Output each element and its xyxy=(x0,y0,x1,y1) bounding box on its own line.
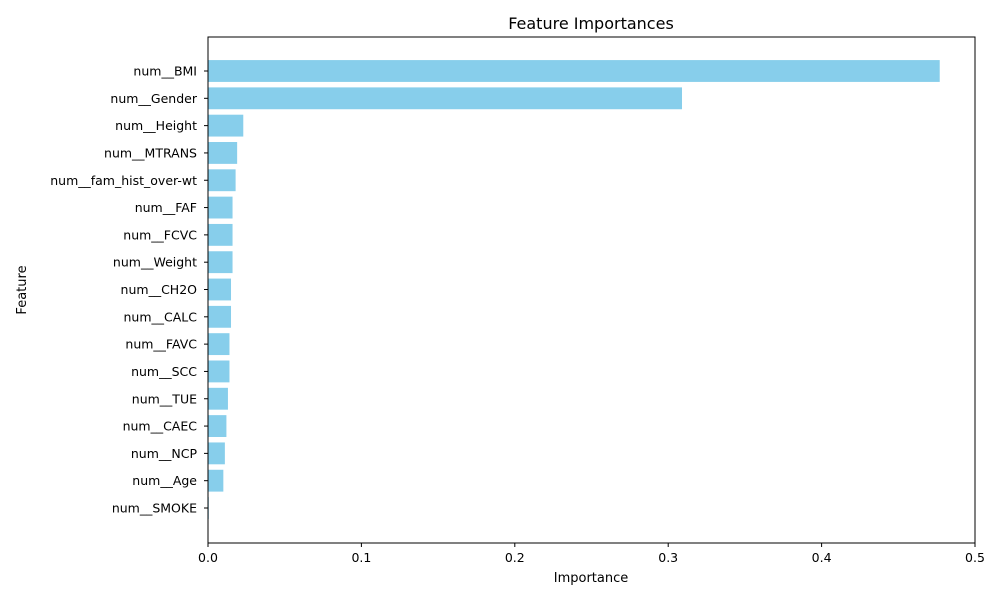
y-axis-label: Feature xyxy=(15,265,30,314)
x-tick-label: 0.5 xyxy=(965,550,985,565)
bar-num__fam_hist_over-wt xyxy=(208,169,236,192)
bar-num__FAF xyxy=(208,196,233,219)
bar-num__Gender xyxy=(208,87,683,110)
y-tick-label: num__NCP xyxy=(131,446,198,461)
x-tick-label: 0.1 xyxy=(351,550,371,565)
bar-num__CH2O xyxy=(208,278,232,301)
x-tick-label: 0.4 xyxy=(812,550,832,565)
y-tick-label: num__SCC xyxy=(131,364,197,379)
bar-num__CAEC xyxy=(208,415,227,437)
bar-num__CALC xyxy=(208,305,232,328)
y-tick-label: num__Age xyxy=(132,473,197,488)
plot-frame xyxy=(207,36,976,544)
y-axis-ticks: num__BMI num__Gender num__Height num__MTRAN… xyxy=(50,64,208,516)
bars-group xyxy=(208,60,940,519)
y-tick-label: num__fam_hist_over-wt xyxy=(50,173,197,188)
bar-num__BMI xyxy=(208,60,940,82)
y-tick-label: num__FCVC xyxy=(123,227,197,242)
chart-title: Feature Importances xyxy=(508,14,674,33)
x-tick-label: 0.3 xyxy=(658,550,678,565)
bar-num__FAVC xyxy=(208,333,230,356)
x-tick-label: 0.0 xyxy=(198,550,218,565)
y-tick-label: num__CALC xyxy=(124,309,198,324)
y-tick-label: num__Gender xyxy=(110,91,197,106)
y-tick-label: num__FAVC xyxy=(125,337,197,352)
y-tick-label: num__FAF xyxy=(135,200,197,215)
y-tick-label: num__TUE xyxy=(132,391,197,406)
bar-num__MTRANS xyxy=(208,142,238,164)
bar-num__Age xyxy=(208,469,224,492)
y-tick-label: num__BMI xyxy=(133,64,197,79)
bar-num__Weight xyxy=(208,251,233,274)
y-tick-label: num__CH2O xyxy=(121,282,198,297)
y-tick-label: num__CAEC xyxy=(123,419,198,434)
y-tick-label: num__Height xyxy=(115,118,197,133)
x-axis-ticks: 0.0 0.1 0.2 0.3 0.4 0.5 xyxy=(198,543,985,565)
bar-num__FCVC xyxy=(208,223,233,246)
y-tick-label: num__Weight xyxy=(113,255,197,270)
y-tick-label: num__MTRANS xyxy=(104,145,197,160)
bar-num__NCP xyxy=(208,442,225,465)
x-axis-label: Importance xyxy=(554,571,629,586)
x-tick-label: 0.2 xyxy=(505,550,525,565)
y-tick-label: num__SMOKE xyxy=(112,501,197,516)
bar-num__SCC xyxy=(208,360,230,383)
bar-num__Height xyxy=(208,114,244,137)
bar-num__TUE xyxy=(208,387,228,410)
